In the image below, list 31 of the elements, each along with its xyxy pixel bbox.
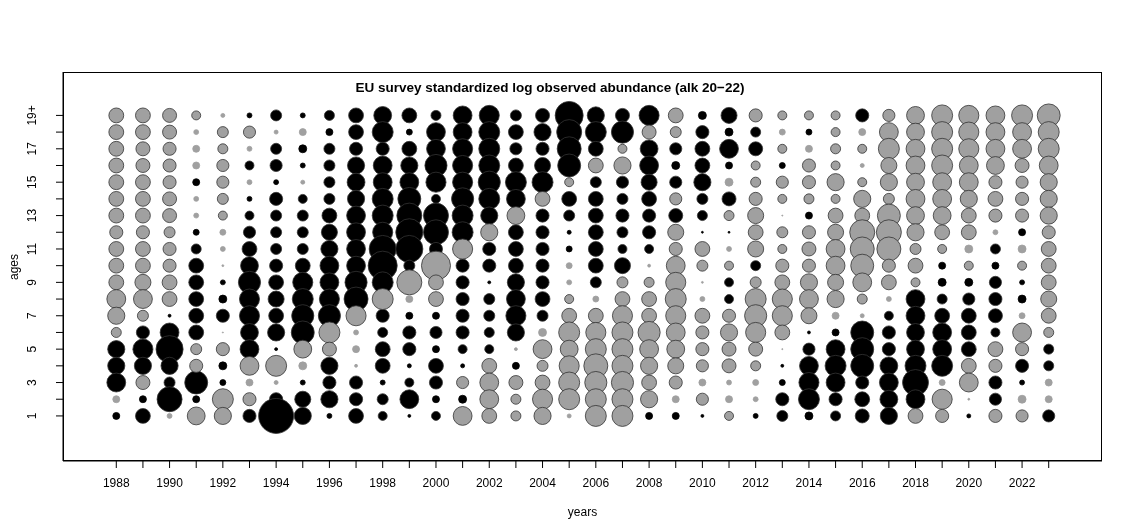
x-tick-label: 2000 xyxy=(422,475,450,490)
y-axis-title: ages xyxy=(7,253,21,280)
x-tick-label: 2016 xyxy=(848,475,876,490)
y-tick-label: 15 xyxy=(25,175,39,189)
x-tick-label: 2008 xyxy=(635,475,663,490)
x-tick-label: 2018 xyxy=(902,475,930,490)
y-tick-label: 5 xyxy=(25,345,39,353)
x-tick-label: 1988 xyxy=(102,475,130,490)
x-tick-label: 2006 xyxy=(582,475,610,490)
y-tick-label: 11 xyxy=(25,242,39,256)
x-tick-label: 2002 xyxy=(475,475,503,490)
x-tick-label: 2020 xyxy=(955,475,983,490)
y-tick-label: 7 xyxy=(25,312,39,320)
y-tick-label: 17 xyxy=(25,141,39,156)
y-tick-label: 9 xyxy=(25,278,39,286)
x-axis-title: years xyxy=(566,505,599,519)
y-tick-label: 1 xyxy=(25,412,39,420)
x-tick-label: 2022 xyxy=(1008,475,1036,490)
y-tick-label: 3 xyxy=(25,378,39,386)
x-tick-label: 1998 xyxy=(369,475,397,490)
y-tick-label: 19+ xyxy=(25,105,39,126)
x-tick-label: 2010 xyxy=(689,475,717,490)
y-tick-label: 13 xyxy=(25,208,39,223)
x-tick-label: 2014 xyxy=(795,475,823,490)
x-tick-label: 1996 xyxy=(316,475,344,490)
x-tick-label: 1990 xyxy=(156,475,184,490)
x-tick-label: 1992 xyxy=(209,475,237,490)
x-tick-label: 2012 xyxy=(742,475,770,490)
x-tick-label: 2004 xyxy=(529,475,557,490)
text: EU survey standardized log observed abundance (alk 20−22) xyxy=(354,80,746,95)
x-tick-label: 1994 xyxy=(262,475,290,490)
